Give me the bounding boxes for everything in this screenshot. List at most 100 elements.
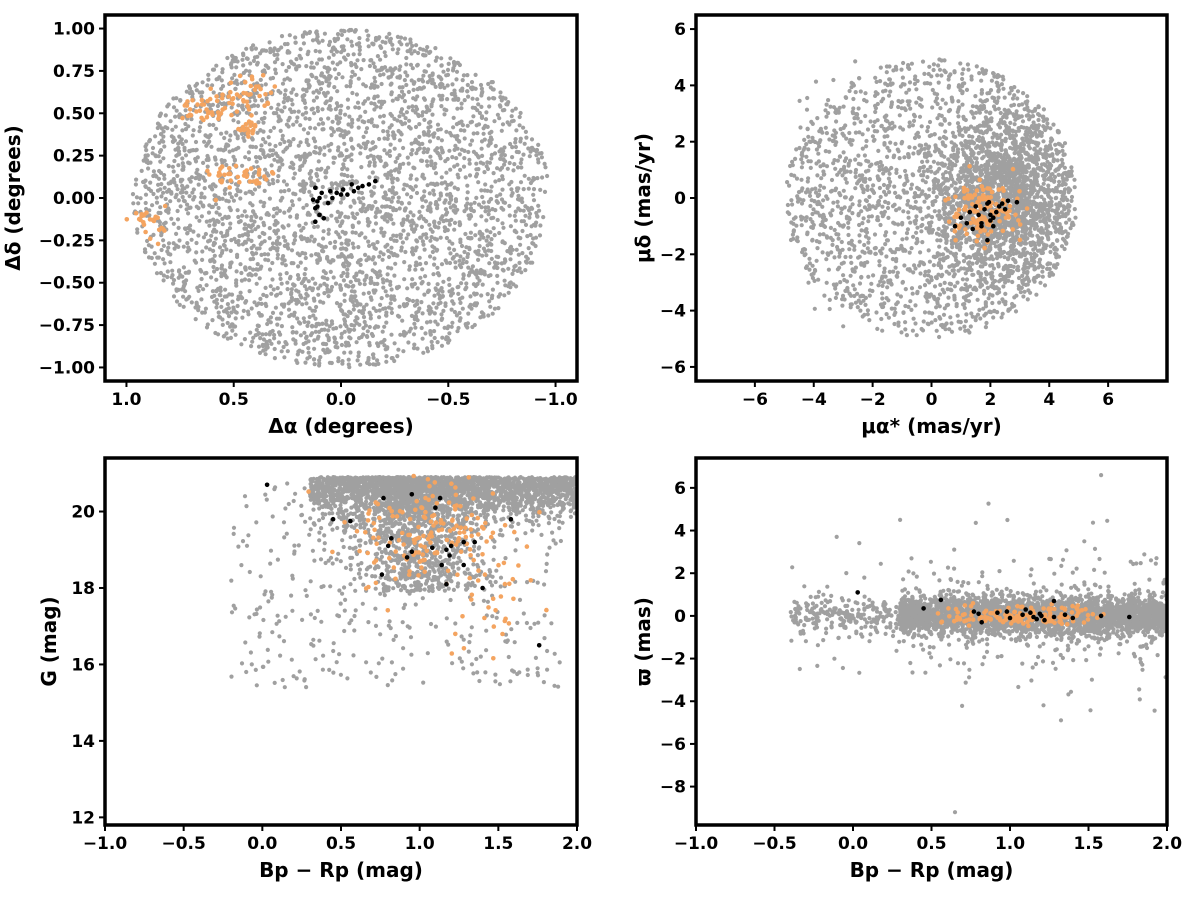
field-star-point (206, 72, 211, 77)
field-star-point (321, 347, 326, 352)
field-star-point (274, 316, 279, 321)
candidate-point (244, 174, 249, 180)
field-star-point (356, 220, 361, 225)
field-star-point (259, 301, 264, 306)
field-star-point (312, 111, 317, 116)
field-star-point (385, 272, 390, 277)
field-star-point (364, 258, 369, 263)
field-star-point (381, 72, 386, 77)
candidate-point (236, 126, 241, 132)
field-star-point (455, 172, 460, 177)
field-star-point (540, 175, 545, 180)
field-star-point (222, 294, 227, 299)
field-star-point (341, 270, 346, 276)
field-star-point (304, 110, 309, 115)
member-point (317, 212, 322, 218)
field-star-point (320, 341, 326, 346)
field-star-point (342, 141, 347, 146)
field-star-point (413, 263, 418, 268)
field-star-point (433, 58, 438, 63)
field-star-point (261, 344, 266, 349)
field-star-point (356, 196, 362, 201)
field-star-point (379, 81, 384, 87)
field-star-point (830, 242, 835, 247)
field-star-point (495, 200, 500, 205)
field-star-point (387, 31, 392, 36)
field-star-point (211, 90, 216, 95)
field-star-point (182, 148, 187, 153)
field-star-point (302, 330, 307, 335)
field-star-point (451, 59, 457, 65)
field-star-point (350, 117, 355, 122)
field-star-point (168, 260, 173, 265)
field-star-point (361, 58, 366, 63)
field-star-point (522, 141, 527, 146)
field-star-point (275, 322, 280, 327)
field-star-point (1009, 103, 1014, 108)
field-star-point (189, 148, 194, 153)
field-star-point (361, 202, 366, 207)
field-star-point (146, 186, 151, 191)
field-star-point (431, 166, 437, 171)
field-star-point (261, 348, 266, 353)
field-star-point (506, 284, 511, 289)
field-star-point (164, 208, 169, 213)
field-star-point (471, 86, 476, 91)
field-star-point (449, 197, 454, 202)
field-star-point (968, 324, 973, 329)
field-star-point (518, 160, 523, 166)
field-star-point (470, 96, 475, 101)
field-star-point (242, 337, 247, 342)
field-star-point (143, 192, 149, 197)
field-star-point (350, 223, 355, 228)
field-star-point (402, 78, 407, 83)
field-star-point (531, 192, 536, 197)
field-star-point (424, 320, 430, 325)
field-star-point (326, 338, 331, 343)
field-star-point (163, 196, 168, 202)
field-star-point (272, 60, 278, 65)
field-star-point (306, 320, 311, 325)
field-star-point (285, 349, 290, 354)
field-star-point (298, 293, 303, 298)
field-star-point (316, 334, 321, 339)
field-star-point (932, 149, 938, 154)
field-star-point (228, 208, 233, 213)
field-star-point (455, 187, 460, 192)
field-star-point (425, 163, 430, 168)
field-star-point (371, 255, 376, 260)
field-star-point (1001, 86, 1006, 91)
field-star-point (255, 54, 260, 59)
field-star-point (263, 332, 269, 337)
field-star-point (943, 101, 948, 106)
field-star-point (328, 74, 333, 79)
candidate-point (216, 173, 221, 178)
field-star-point (522, 173, 527, 178)
field-star-point (254, 267, 259, 272)
field-star-point (349, 295, 354, 300)
field-star-point (312, 237, 317, 242)
field-star-point (390, 195, 395, 200)
field-star-point (365, 329, 370, 334)
field-star-point (341, 278, 346, 283)
field-star-point (392, 168, 397, 173)
field-star-point (230, 328, 235, 333)
field-star-point (390, 185, 396, 190)
field-star-point (273, 222, 278, 227)
field-star-point (326, 294, 331, 299)
field-star-point (502, 145, 507, 150)
field-star-point (176, 287, 181, 292)
field-star-point (460, 78, 465, 83)
field-star-point (500, 240, 505, 245)
field-star-point (458, 254, 463, 259)
field-star-point (447, 222, 452, 227)
field-star-point (275, 286, 280, 291)
field-star-point (377, 308, 382, 313)
field-star-point (488, 197, 493, 202)
field-star-point (267, 142, 272, 147)
field-star-point (389, 177, 394, 182)
field-star-point (187, 205, 192, 210)
field-star-point (196, 233, 201, 238)
field-star-point (178, 98, 183, 103)
field-star-point (501, 225, 506, 230)
